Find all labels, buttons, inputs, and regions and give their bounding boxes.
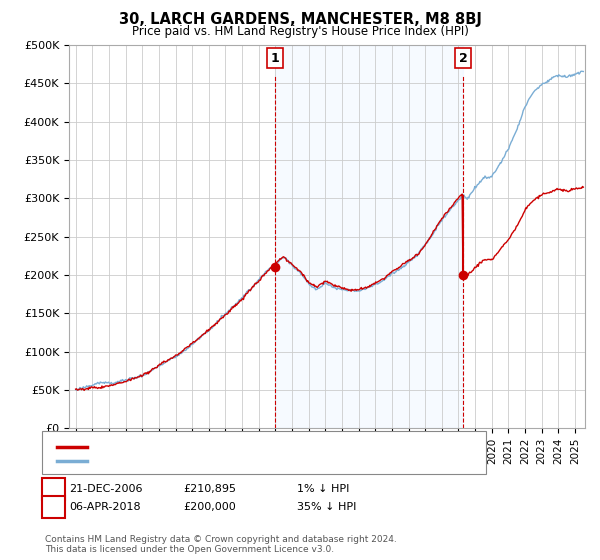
Text: Price paid vs. HM Land Registry's House Price Index (HPI): Price paid vs. HM Land Registry's House … <box>131 25 469 38</box>
Text: £210,895: £210,895 <box>183 484 236 494</box>
Text: 1% ↓ HPI: 1% ↓ HPI <box>297 484 349 494</box>
Text: 35% ↓ HPI: 35% ↓ HPI <box>297 502 356 512</box>
Text: 1: 1 <box>271 52 279 65</box>
Text: 30, LARCH GARDENS, MANCHESTER, M8 8BJ: 30, LARCH GARDENS, MANCHESTER, M8 8BJ <box>119 12 481 27</box>
Text: 1: 1 <box>49 482 58 496</box>
Text: 21-DEC-2006: 21-DEC-2006 <box>69 484 143 494</box>
Bar <box>275 45 463 428</box>
Text: Contains HM Land Registry data © Crown copyright and database right 2024.
This d: Contains HM Land Registry data © Crown c… <box>45 535 397 554</box>
Text: 30, LARCH GARDENS, MANCHESTER, M8 8BJ (detached house): 30, LARCH GARDENS, MANCHESTER, M8 8BJ (d… <box>91 442 440 452</box>
Text: 06-APR-2018: 06-APR-2018 <box>69 502 140 512</box>
Text: 2: 2 <box>458 52 467 65</box>
Text: HPI: Average price, detached house, Manchester: HPI: Average price, detached house, Manc… <box>91 456 363 466</box>
Text: £200,000: £200,000 <box>183 502 236 512</box>
Text: 2: 2 <box>49 500 58 514</box>
